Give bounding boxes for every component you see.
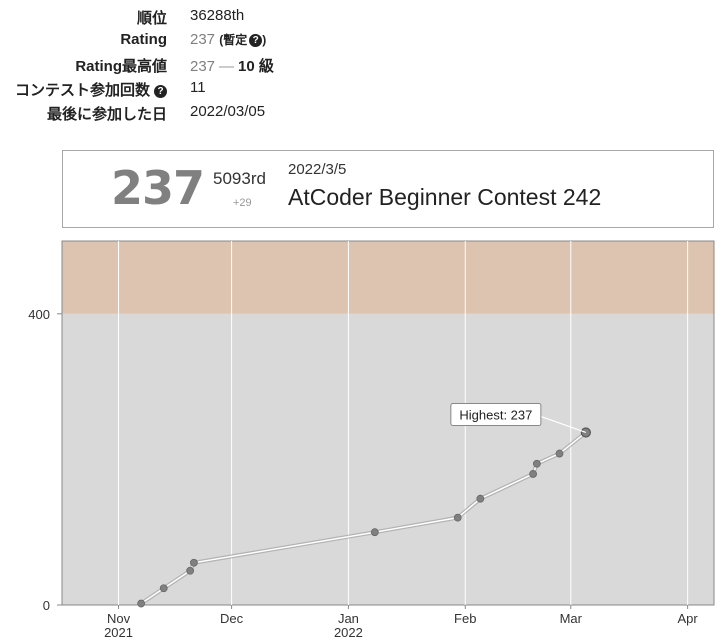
- highest-value-wrap: 237—10 級: [190, 55, 274, 76]
- rating-chart: Nov 2021 Dec Jan 2022 Feb Mar Apr 0 400 Highest: 2…: [0, 232, 720, 642]
- data-point: [190, 558, 198, 567]
- contests-label: コンテスト参加回数: [14, 82, 150, 99]
- data-point: [137, 599, 146, 608]
- rating-band-0: [62, 313, 714, 605]
- data-point: [186, 566, 195, 575]
- contests-value: 11: [190, 79, 206, 96]
- annotation-leader: [540, 415, 587, 434]
- last-value: 2022/03/05: [190, 103, 266, 120]
- profile-row-highest: Rating最高値 237—10 級: [0, 51, 420, 75]
- highest-value: 237: [190, 58, 216, 75]
- provisional-note-close: ): [262, 33, 267, 47]
- highest-kyu: 10 級: [238, 58, 274, 75]
- data-point: [555, 449, 564, 458]
- profile-row-rank: 順位 36288th: [0, 3, 420, 27]
- x-tick-label: Dec: [220, 611, 244, 626]
- card-rank: 5093rd: [213, 169, 266, 188]
- rating-band-1: [62, 241, 714, 314]
- data-point: [532, 459, 541, 468]
- provisional-note: (暫定: [219, 33, 248, 47]
- question-circle-icon[interactable]: ?: [249, 34, 263, 47]
- data-point: [159, 584, 168, 593]
- rating-label: Rating: [120, 31, 167, 48]
- x-tick-year: 2021: [104, 625, 133, 640]
- profile-row-contests: コンテスト参加回数? 11: [0, 75, 420, 99]
- card-contest-name[interactable]: AtCoder Beginner Contest 242: [288, 184, 602, 210]
- card-rating: 237: [111, 161, 205, 215]
- x-tick-label: Jan: [338, 611, 359, 626]
- annotation-box: [450, 402, 542, 426]
- x-tick-label: Feb: [454, 611, 476, 626]
- plot-border: [61, 240, 715, 606]
- highest-label: Rating最高値: [75, 58, 167, 75]
- x-tick-label: Nov: [107, 611, 131, 626]
- rating-value-wrap: 237 (暫定?): [190, 31, 266, 48]
- card-rating-diff: +29: [233, 197, 252, 209]
- x-tick-year: 2022: [334, 625, 363, 640]
- rank-value: 36288th: [190, 7, 245, 24]
- data-point: [370, 528, 379, 537]
- contests-label-wrap: コンテスト参加回数?: [15, 79, 167, 100]
- profile-row-rating: Rating 237 (暫定?): [0, 27, 420, 51]
- annotation-label: Highest: 237: [459, 407, 532, 422]
- x-tick-label: Apr: [678, 611, 699, 626]
- y-tick-label: 0: [43, 598, 50, 613]
- data-point: [529, 470, 537, 478]
- data-point: [476, 494, 485, 503]
- rank-label: 順位: [136, 10, 167, 27]
- profile-row-last: 最後に参加した日 2022/03/05: [0, 99, 420, 123]
- contest-summary-card: 237 5093rd +29 2022/3/5 AtCoder Beginner…: [62, 150, 714, 228]
- question-circle-icon[interactable]: ?: [154, 85, 167, 98]
- x-tick-label: Mar: [560, 611, 583, 626]
- y-tick-label: 400: [28, 307, 50, 322]
- highest-dash: —: [219, 58, 235, 75]
- card-date: 2022/3/5: [288, 161, 347, 178]
- rating-value: 237: [190, 31, 216, 48]
- data-point: [453, 513, 462, 522]
- last-label: 最後に参加した日: [46, 106, 167, 123]
